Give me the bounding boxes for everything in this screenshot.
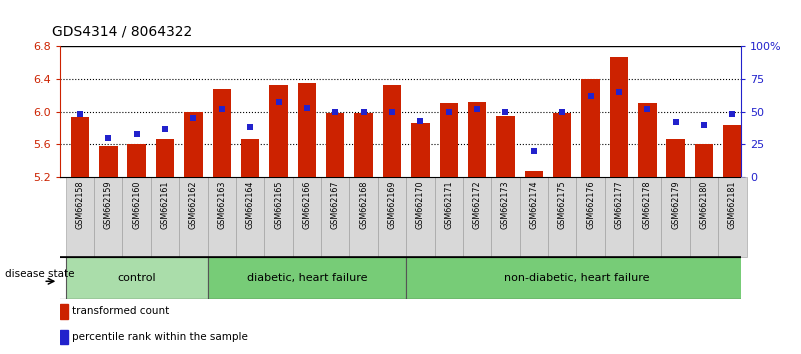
Text: GSM662180: GSM662180 xyxy=(699,180,709,229)
Text: non-diabetic, heart failure: non-diabetic, heart failure xyxy=(504,273,649,283)
Bar xyxy=(298,83,316,177)
Text: GSM662179: GSM662179 xyxy=(671,180,680,229)
Bar xyxy=(577,177,605,257)
Text: transformed count: transformed count xyxy=(72,307,169,316)
Bar xyxy=(694,144,713,177)
Bar xyxy=(605,177,633,257)
Text: GSM662163: GSM662163 xyxy=(217,180,226,229)
Text: GSM662166: GSM662166 xyxy=(303,180,312,229)
Bar xyxy=(292,177,321,257)
Bar xyxy=(326,113,344,177)
Bar xyxy=(666,139,685,177)
Bar xyxy=(264,177,292,257)
Text: GSM662178: GSM662178 xyxy=(643,180,652,229)
Text: disease state: disease state xyxy=(5,269,74,280)
Bar xyxy=(548,177,577,257)
Bar xyxy=(212,88,231,177)
Bar xyxy=(207,257,406,299)
Bar xyxy=(411,123,429,177)
Bar xyxy=(690,177,718,257)
Bar xyxy=(434,177,463,257)
Bar xyxy=(99,146,118,177)
Text: GSM662168: GSM662168 xyxy=(359,180,368,229)
Bar xyxy=(406,177,434,257)
Bar xyxy=(354,113,372,177)
Text: GSM662177: GSM662177 xyxy=(614,180,623,229)
Bar xyxy=(66,177,94,257)
Text: control: control xyxy=(118,273,156,283)
Bar xyxy=(383,85,401,177)
Text: GSM662169: GSM662169 xyxy=(388,180,396,229)
Bar xyxy=(553,113,571,177)
Text: GSM662174: GSM662174 xyxy=(529,180,538,229)
Bar xyxy=(236,177,264,257)
Text: GSM662164: GSM662164 xyxy=(246,180,255,229)
Bar xyxy=(582,79,600,177)
Text: percentile rank within the sample: percentile rank within the sample xyxy=(72,332,248,342)
Bar xyxy=(610,57,628,177)
Text: GSM662170: GSM662170 xyxy=(416,180,425,229)
Text: GSM662175: GSM662175 xyxy=(557,180,566,229)
Bar xyxy=(349,177,378,257)
Bar xyxy=(151,177,179,257)
Bar xyxy=(718,177,747,257)
Bar xyxy=(60,330,68,344)
Bar xyxy=(60,304,68,319)
Bar xyxy=(723,125,742,177)
Bar xyxy=(525,171,543,177)
Bar xyxy=(497,116,515,177)
Text: GSM662167: GSM662167 xyxy=(331,180,340,229)
Bar xyxy=(662,177,690,257)
Bar xyxy=(269,85,288,177)
Bar xyxy=(633,177,662,257)
Bar xyxy=(66,257,207,299)
Text: GSM662171: GSM662171 xyxy=(445,180,453,229)
Bar xyxy=(179,177,207,257)
Text: GSM662161: GSM662161 xyxy=(160,180,170,229)
Bar xyxy=(491,177,520,257)
Bar xyxy=(156,138,175,177)
Bar xyxy=(378,177,406,257)
Text: GSM662162: GSM662162 xyxy=(189,180,198,229)
Text: GDS4314 / 8064322: GDS4314 / 8064322 xyxy=(52,25,192,39)
Bar xyxy=(463,177,491,257)
Text: GSM662165: GSM662165 xyxy=(274,180,283,229)
Bar xyxy=(123,177,151,257)
Bar xyxy=(321,177,349,257)
Bar xyxy=(95,177,123,257)
Bar xyxy=(468,102,486,177)
Bar xyxy=(406,257,747,299)
Text: GSM662181: GSM662181 xyxy=(728,180,737,229)
Text: diabetic, heart failure: diabetic, heart failure xyxy=(247,273,367,283)
Text: GSM662159: GSM662159 xyxy=(104,180,113,229)
Bar xyxy=(520,177,548,257)
Text: GSM662172: GSM662172 xyxy=(473,180,481,229)
Text: GSM662176: GSM662176 xyxy=(586,180,595,229)
Bar xyxy=(184,112,203,177)
Bar xyxy=(127,144,146,177)
Text: GSM662173: GSM662173 xyxy=(501,180,510,229)
Text: GSM662158: GSM662158 xyxy=(75,180,84,229)
Bar xyxy=(207,177,236,257)
Text: GSM662160: GSM662160 xyxy=(132,180,141,229)
Bar xyxy=(70,117,89,177)
Bar xyxy=(638,103,657,177)
Bar xyxy=(440,103,458,177)
Bar xyxy=(241,138,260,177)
